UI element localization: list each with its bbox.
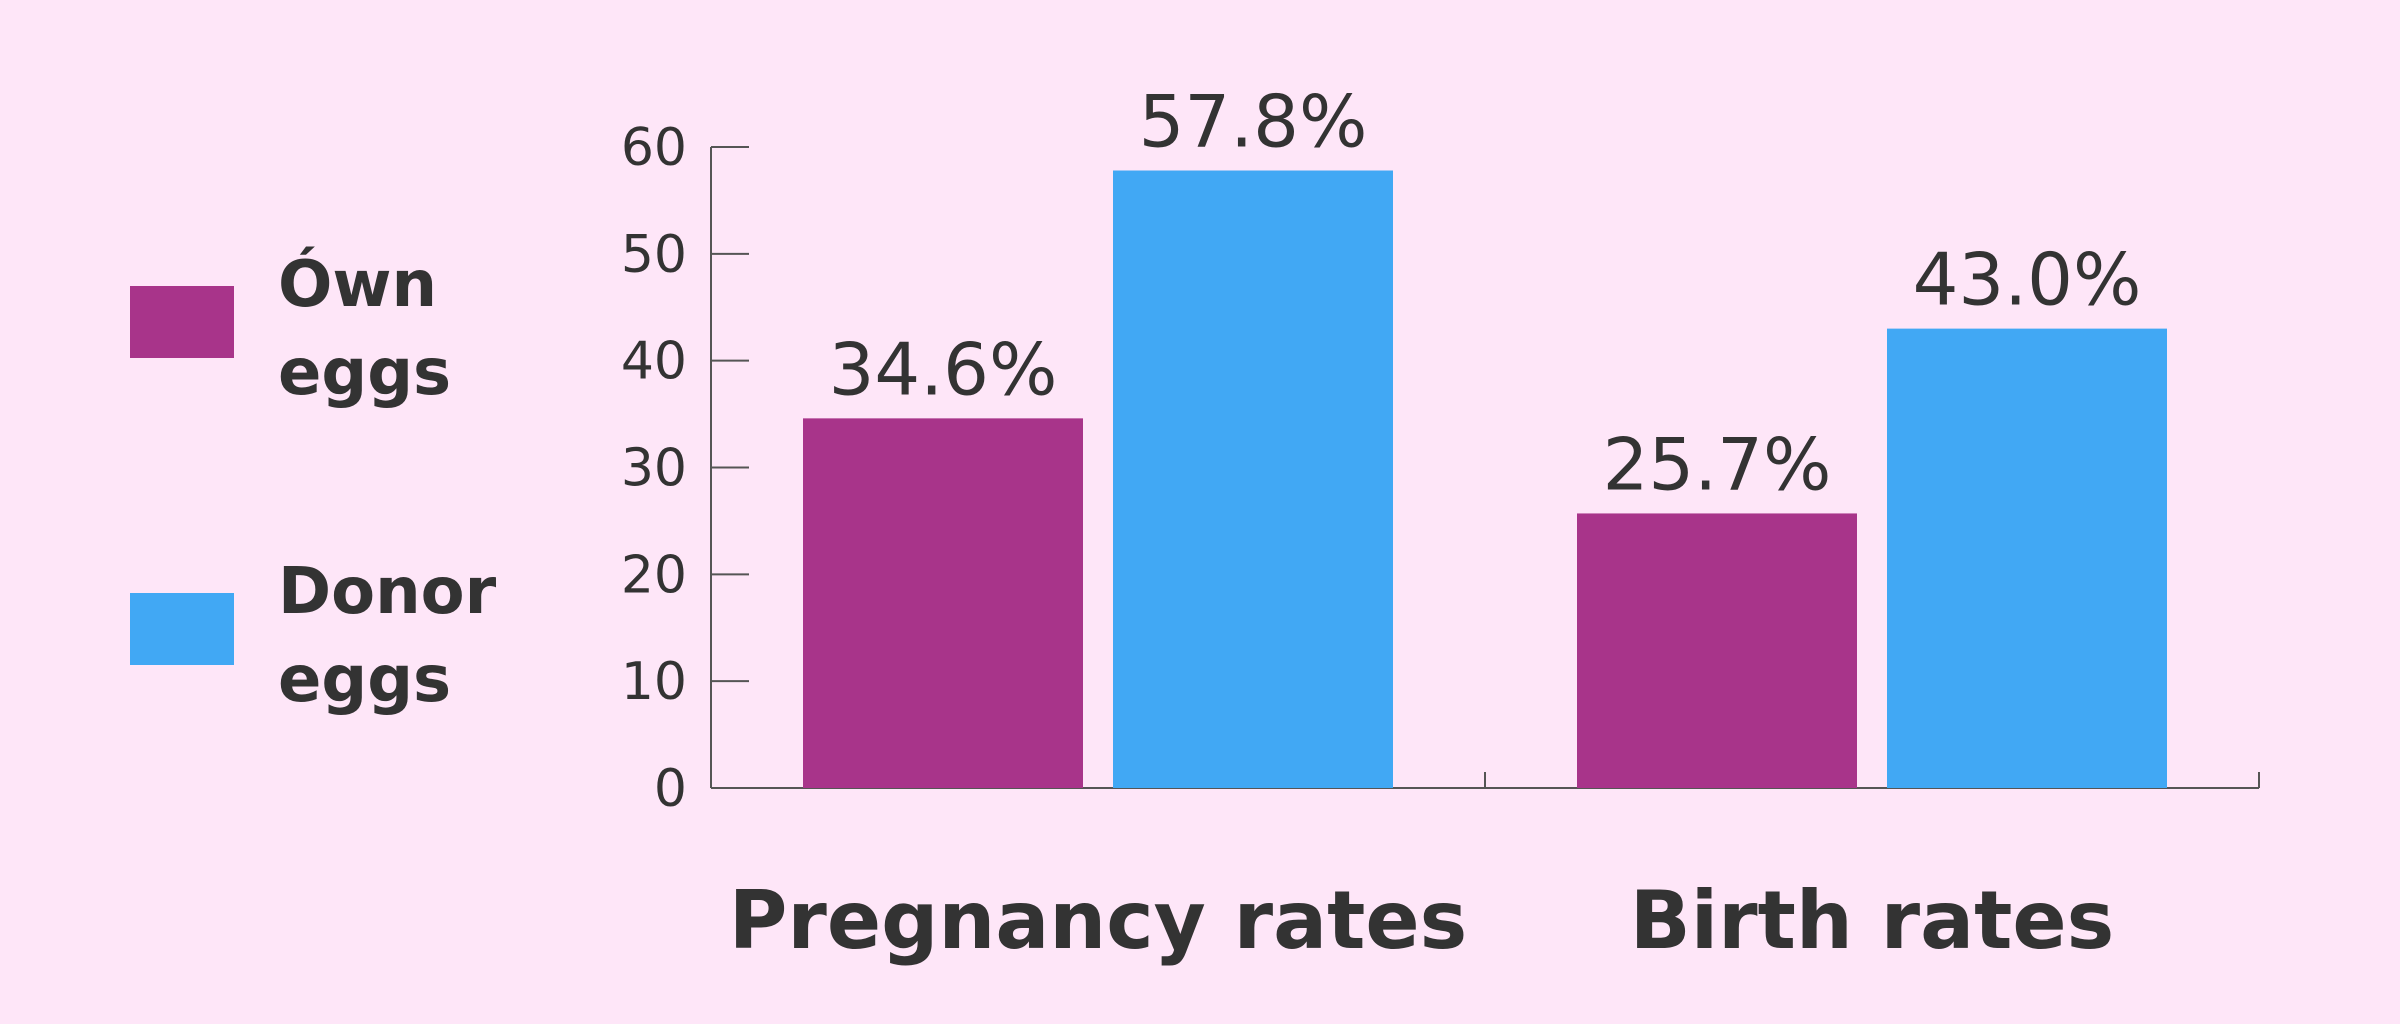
y-tick-label: 30 xyxy=(621,439,687,499)
bar-value-label: 25.7% xyxy=(1603,422,1832,506)
bar-value-label: 43.0% xyxy=(1913,238,2142,322)
legend-label: eggs xyxy=(278,643,451,717)
bar-own-eggs xyxy=(803,418,1083,788)
y-tick-label: 50 xyxy=(621,225,687,285)
y-tick-label: 40 xyxy=(621,332,687,392)
legend-label: Ówn xyxy=(278,246,437,322)
bar-donor-eggs xyxy=(1113,170,1393,789)
y-tick-label: 20 xyxy=(621,545,687,605)
category-label: Birth rates xyxy=(1630,874,2114,967)
axes: 0 10 20 30 40 50 60 Pregnancy rates Birth rates xyxy=(621,118,2260,967)
legend: Ówn eggs Donor eggs xyxy=(130,246,497,717)
legend-swatch xyxy=(130,593,234,665)
y-tick-label: 10 xyxy=(621,652,687,712)
bars xyxy=(803,170,2167,789)
data-labels: 34.6% 57.8% 25.7% 43.0% xyxy=(829,80,2142,507)
legend-label: Donor xyxy=(278,555,497,629)
bar-value-label: 57.8% xyxy=(1139,80,1368,164)
y-tick-label: 60 xyxy=(621,118,687,178)
bar-own-eggs xyxy=(1577,513,1857,788)
bar-donor-eggs xyxy=(1887,328,2167,788)
legend-label: eggs xyxy=(278,336,451,410)
category-label: Pregnancy rates xyxy=(729,874,1467,967)
legend-swatch xyxy=(130,286,234,358)
bar-value-label: 34.6% xyxy=(829,327,1058,411)
y-tick-label: 0 xyxy=(654,759,687,819)
